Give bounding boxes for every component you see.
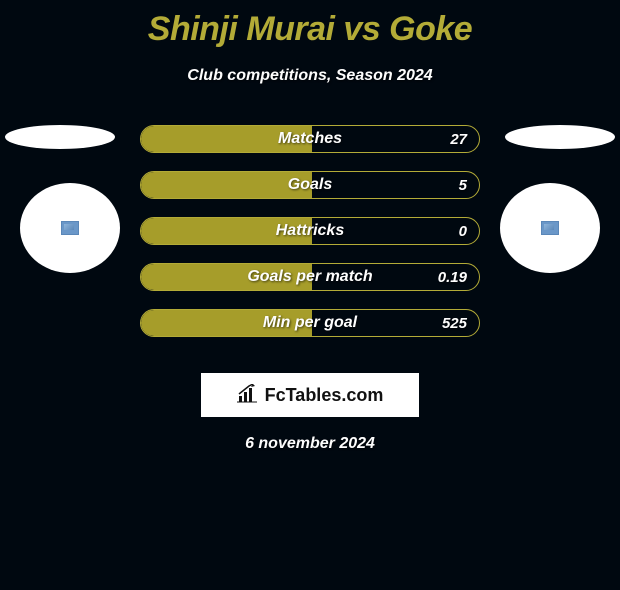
stat-value: 0: [459, 218, 467, 244]
page-title: Shinji Murai vs Goke: [0, 10, 620, 49]
image-placeholder-icon: [61, 221, 79, 235]
stat-value: 0.19: [438, 264, 467, 290]
stat-label: Min per goal: [141, 310, 479, 336]
stats-bars: Matches 27 Goals 5 Hattricks 0 Goals per…: [140, 125, 480, 355]
stat-value: 5: [459, 172, 467, 198]
stat-label: Goals: [141, 172, 479, 198]
comparison-area: Matches 27 Goals 5 Hattricks 0 Goals per…: [0, 125, 620, 355]
page-subtitle: Club competitions, Season 2024: [0, 67, 620, 85]
player-left-avatar: [20, 183, 120, 273]
stat-label: Hattricks: [141, 218, 479, 244]
date-line: 6 november 2024: [0, 435, 620, 453]
chart-bar-icon: [237, 384, 261, 407]
player-right-avatar: [500, 183, 600, 273]
stat-row-min-per-goal: Min per goal 525: [140, 309, 480, 337]
stat-value: 525: [442, 310, 467, 336]
image-placeholder-icon: [541, 221, 559, 235]
left-top-oval: [5, 125, 115, 149]
stat-value: 27: [450, 126, 467, 152]
brand-label: FcTables.com: [265, 385, 384, 406]
right-top-oval: [505, 125, 615, 149]
stat-row-hattricks: Hattricks 0: [140, 217, 480, 245]
stat-label: Goals per match: [141, 264, 479, 290]
stat-row-goals-per-match: Goals per match 0.19: [140, 263, 480, 291]
brand-box[interactable]: FcTables.com: [201, 373, 419, 417]
stat-row-goals: Goals 5: [140, 171, 480, 199]
stat-row-matches: Matches 27: [140, 125, 480, 153]
stat-label: Matches: [141, 126, 479, 152]
